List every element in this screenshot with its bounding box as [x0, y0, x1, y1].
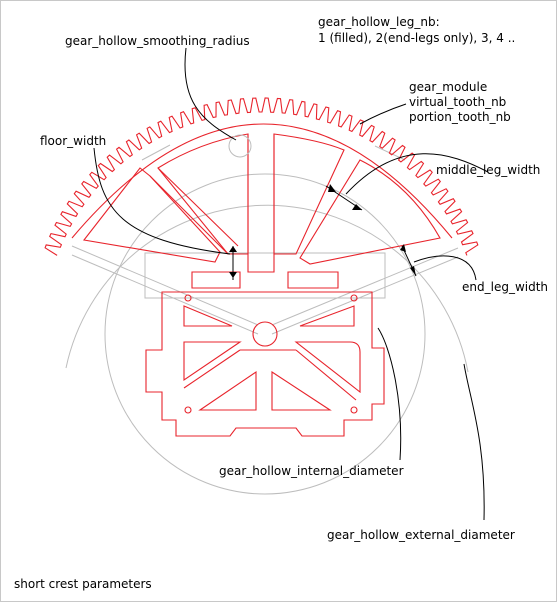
- middle-leg-width-label: middle_leg_width: [436, 163, 541, 177]
- arrow-end-leg-1: [400, 244, 406, 252]
- arrow-floor-bottom: [229, 272, 237, 278]
- pocket-left: [83, 167, 221, 263]
- leader-end-leg-width: [413, 255, 477, 281]
- leader-floor-width: [93, 147, 231, 255]
- arrow-floor-top: [229, 246, 237, 252]
- leader-external-diameter: [463, 363, 485, 521]
- base-pocket-right: [294, 341, 361, 394]
- pocket-center-left: [157, 133, 249, 255]
- virtual-tooth-nb-label: virtual_tooth_nb: [409, 95, 507, 109]
- leader-lines: [93, 47, 489, 521]
- floor-slot-left: [191, 271, 241, 289]
- hub-bore: [252, 321, 278, 347]
- hollow-internal-circle: [104, 173, 426, 495]
- arrow-middle-leg-1: [328, 184, 336, 192]
- external-diameter-label: gear_hollow_external_diameter: [327, 528, 515, 542]
- floor-slot-right: [287, 271, 339, 289]
- base-pocket-bottom-right: [271, 370, 332, 411]
- base-cross-diagonals: [183, 349, 357, 401]
- internal-diameter-label: gear_hollow_internal_diameter: [219, 464, 404, 478]
- pocket-center-right: [273, 133, 345, 255]
- gear-teeth-outline: [44, 97, 479, 256]
- center-spoke: [247, 134, 275, 273]
- leg-nb-values: 1 (filled), 2(end-legs only), 3, 4 ..: [318, 31, 516, 45]
- bolt-hole-2: [350, 294, 358, 302]
- floor-band: [144, 252, 386, 299]
- bolt-hole-3: [184, 406, 192, 414]
- base-pocket-bottom-left: [198, 370, 257, 411]
- bolt-hole-1: [184, 294, 192, 302]
- end-leg-width-label: end_leg_width: [462, 280, 549, 294]
- floor-width-label: floor_width: [40, 134, 107, 148]
- leader-module: [359, 103, 407, 125]
- base-plate: [145, 291, 385, 437]
- rim-inner-arc: [71, 123, 453, 239]
- portion-tooth-nb-label: portion_tooth_nb: [409, 110, 511, 124]
- middle-leg-left: [149, 167, 239, 255]
- leg-nb-title: gear_hollow_leg_nb:: [318, 15, 440, 29]
- base-pocket-top-right: [299, 305, 355, 327]
- leader-internal-diameter: [377, 327, 402, 461]
- construction-lines: [65, 144, 469, 495]
- gray-leg-right: [271, 247, 459, 335]
- leader-middle-leg-width: [345, 153, 489, 195]
- arrow-middle-leg-2: [352, 204, 362, 210]
- gray-leg-left: [71, 245, 259, 335]
- external-diameter-arc: [65, 204, 469, 373]
- base-pocket-top-left: [183, 305, 233, 327]
- gear-body: [71, 123, 453, 437]
- arrow-end-leg-2: [410, 266, 416, 276]
- smoothing-radius-label: gear_hollow_smoothing_radius: [65, 34, 250, 48]
- module-label: gear_module: [409, 80, 488, 94]
- base-pocket-left: [183, 341, 242, 382]
- caption: short crest parameters: [14, 577, 152, 591]
- dimension-marks: [229, 184, 417, 280]
- smoothing-radius-circle: [228, 134, 252, 158]
- bolt-hole-4: [350, 406, 358, 414]
- pocket-right: [299, 159, 441, 265]
- leader-smoothing-radius: [184, 47, 237, 141]
